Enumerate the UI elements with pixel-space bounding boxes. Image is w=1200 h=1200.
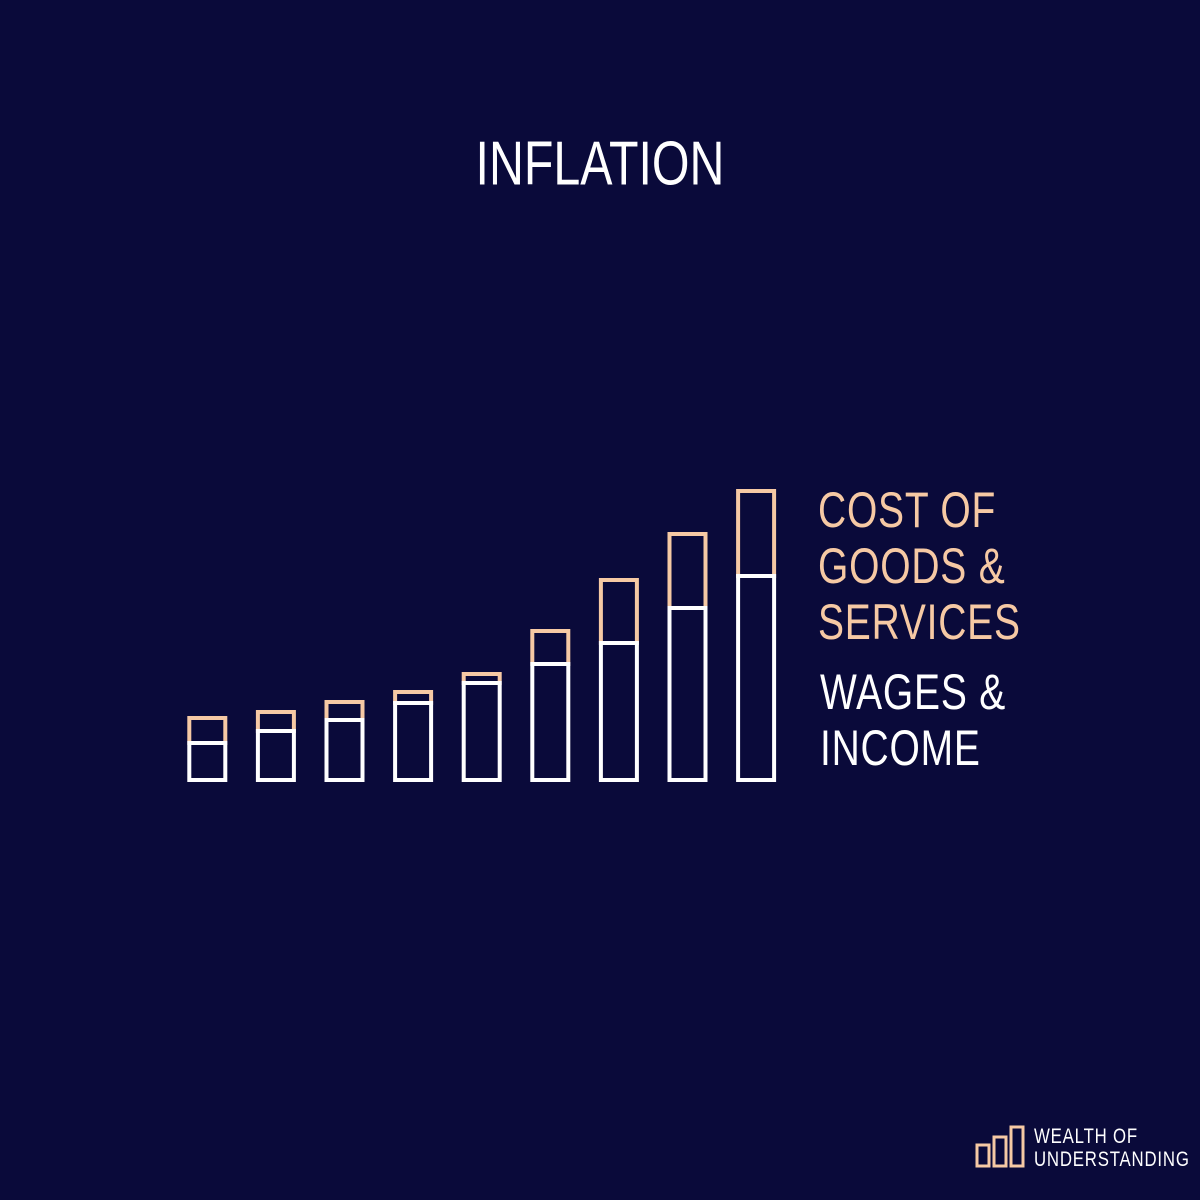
bar-segment: [736, 574, 777, 782]
bar-segment: [736, 489, 777, 578]
bar-segment: [530, 629, 571, 666]
logo-icon: [975, 1125, 1025, 1168]
brand-line: UNDERSTANDING: [1034, 1148, 1190, 1171]
bar-segment: [324, 700, 365, 722]
legend-label: COST OF GOODS & SERVICES: [818, 482, 1021, 650]
brand: WEALTH OF UNDERSTANDING: [1034, 1125, 1190, 1171]
bar-segment: [255, 710, 296, 733]
bar-segment: [324, 718, 365, 782]
bar-segment: [667, 532, 708, 610]
bar-segment: [461, 681, 502, 782]
bar-segment: [255, 729, 296, 782]
bar-segment: [187, 716, 228, 745]
bar-segment: [187, 741, 228, 782]
legend-label: WAGES & INCOME: [820, 664, 1007, 776]
brand-line: WEALTH OF: [1034, 1125, 1138, 1148]
bar-segment: [598, 641, 639, 782]
bar-segment: [667, 606, 708, 782]
bar-segment: [530, 662, 571, 782]
bar-segment: [598, 578, 639, 645]
bar-segment: [393, 701, 434, 782]
chart-title: INFLATION: [476, 129, 725, 198]
